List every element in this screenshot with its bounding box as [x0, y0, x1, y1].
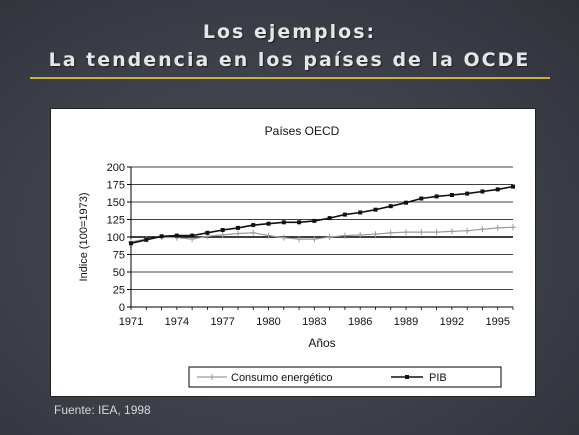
data-point-consumo	[510, 224, 516, 231]
x-axis-label: Años	[308, 336, 335, 350]
x-tick-label: 1980	[256, 316, 280, 328]
data-point-consumo	[326, 234, 333, 240]
data-point-pib	[511, 184, 515, 189]
x-tick-label: 1977	[210, 316, 234, 328]
data-point-consumo	[341, 232, 348, 239]
y-tick-label: 150	[107, 197, 125, 209]
data-point-consumo	[311, 236, 318, 243]
title-underline	[30, 77, 550, 79]
data-point-pib	[495, 187, 500, 192]
data-point-consumo	[494, 224, 501, 231]
data-point-pib	[465, 191, 470, 196]
x-tick-label: 1995	[485, 316, 509, 328]
data-point-pib	[159, 234, 164, 239]
series-line-consumo	[130, 226, 514, 243]
data-point-pib	[358, 210, 363, 215]
x-tick-label: 1971	[119, 316, 143, 328]
data-point-pib	[342, 212, 347, 217]
slide-title-line-1: Los ejemplos:	[202, 21, 377, 43]
legend-box	[188, 366, 502, 388]
data-point-pib	[251, 223, 256, 228]
data-point-pib	[434, 194, 439, 199]
data-point-pib	[129, 241, 133, 246]
slide-title-line-2: La tendencia en los países de la OCDE	[48, 49, 531, 71]
data-point-pib	[235, 225, 240, 230]
data-point-consumo	[219, 231, 226, 238]
data-point-consumo	[418, 229, 425, 236]
data-point-consumo	[234, 230, 241, 237]
data-point-pib	[281, 220, 286, 225]
line-chart: Países OECD 0 25 50 75 100 125 150 175 200 1971 197…	[78, 124, 516, 388]
data-point-pib	[449, 193, 454, 197]
data-point-pib	[327, 216, 332, 221]
data-point-pib	[404, 200, 409, 205]
y-tick-label: 175	[107, 180, 125, 192]
x-tick-label: 1992	[440, 316, 464, 328]
data-point-consumo	[387, 229, 394, 236]
data-point-pib	[480, 189, 485, 194]
data-point-consumo	[296, 236, 303, 243]
legend-marker-consumo	[209, 374, 215, 380]
data-point-consumo	[448, 228, 455, 235]
legend-marker-pib	[405, 375, 409, 379]
data-point-consumo	[372, 231, 379, 238]
data-point-pib	[297, 220, 302, 225]
data-point-consumo	[265, 232, 272, 239]
x-tick-label: 1989	[394, 316, 418, 328]
legend-label-consumo: Consumo energético	[231, 372, 333, 384]
y-tick-label: 75	[113, 250, 125, 262]
data-point-pib	[174, 233, 179, 238]
slide-title: Los ejemplos: La tendencia en los países…	[0, 18, 579, 74]
y-axis-label: Indice (100=1973)	[78, 193, 90, 282]
data-point-pib	[266, 221, 271, 226]
data-point-consumo	[479, 226, 486, 233]
data-point-consumo	[464, 227, 471, 234]
data-point-pib	[373, 207, 378, 212]
data-point-pib	[220, 228, 225, 232]
x-tick-label: 1983	[302, 316, 326, 328]
data-point-pib	[312, 218, 317, 223]
chart-title: Países OECD	[265, 124, 340, 138]
x-tick-label: 1974	[165, 316, 189, 328]
y-tick-label: 200	[107, 162, 125, 174]
data-point-consumo	[433, 229, 440, 236]
data-point-pib	[144, 237, 149, 242]
data-point-consumo	[403, 229, 410, 236]
x-tick-label: 1986	[348, 316, 372, 328]
data-point-pib	[205, 230, 210, 235]
data-point-consumo	[357, 231, 364, 238]
source-note: Fuente: IEA, 1998	[54, 403, 151, 417]
y-tick-label: 125	[107, 215, 125, 227]
y-tick-label: 50	[113, 267, 125, 279]
data-point-consumo	[280, 234, 287, 241]
data-point-pib	[388, 204, 393, 209]
y-tick-label: 25	[113, 285, 125, 297]
data-point-pib	[190, 233, 195, 238]
legend-label-pib: PIB	[429, 372, 447, 384]
y-tick-label: 100	[107, 232, 125, 244]
data-point-consumo	[250, 229, 257, 236]
series-line-pib	[130, 185, 514, 245]
data-point-pib	[419, 196, 424, 201]
chart-panel: Países OECD 0 25 50 75 100 125 150 175 200 1971 197…	[50, 108, 536, 397]
y-tick-label: 0	[119, 302, 125, 314]
